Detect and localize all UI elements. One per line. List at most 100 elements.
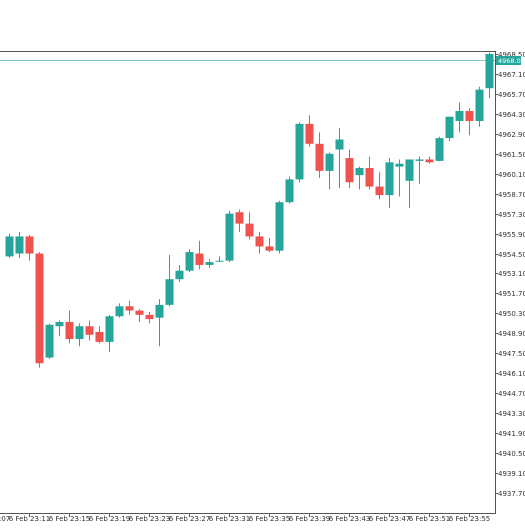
price-tick-label: 4940.50 xyxy=(498,450,525,458)
candle xyxy=(375,172,384,200)
candle xyxy=(445,116,454,141)
time-tick-label: 6 Feb 23:55 xyxy=(449,515,490,523)
candle-body xyxy=(355,168,364,176)
candle xyxy=(175,264,184,283)
candle xyxy=(425,156,434,164)
candle-body xyxy=(95,331,104,342)
current-price-label-box xyxy=(496,56,521,65)
candle-body xyxy=(415,159,424,161)
price-tick-label: 4943.30 xyxy=(498,410,525,418)
candle-body xyxy=(375,186,384,196)
candle-body xyxy=(85,326,94,335)
candle xyxy=(265,237,274,253)
candle xyxy=(365,156,374,190)
candle-body xyxy=(465,111,474,121)
candle-body xyxy=(205,262,214,265)
candle xyxy=(195,240,204,270)
time-tick-label: 6 Feb 23:11 xyxy=(9,515,50,523)
candle-body xyxy=(145,314,154,320)
candle-body xyxy=(195,253,204,265)
candle xyxy=(295,122,304,183)
candle xyxy=(75,323,84,347)
candle-body xyxy=(425,159,434,163)
candle-body xyxy=(295,123,304,180)
price-tick-label: 4953.10 xyxy=(498,270,525,278)
price-tick-label: 4939.10 xyxy=(498,470,525,478)
price-tick-label: 4957.30 xyxy=(498,211,525,219)
candle xyxy=(385,158,394,208)
candle xyxy=(255,232,264,254)
candle xyxy=(125,300,134,315)
candle xyxy=(15,232,24,258)
price-tick-label: 4962.90 xyxy=(498,131,525,139)
candle xyxy=(275,200,284,254)
candles-group xyxy=(5,52,494,368)
candle xyxy=(305,115,314,147)
candle-body xyxy=(345,158,354,183)
time-tick-label: 6 Feb 23:43 xyxy=(329,515,370,523)
candle xyxy=(285,176,294,204)
candle xyxy=(405,159,414,208)
candle xyxy=(395,159,404,197)
candle-body xyxy=(335,139,344,150)
candle xyxy=(225,210,234,263)
time-axis-ticks: 6 Feb 23:076 Feb 23:116 Feb 23:156 Feb 2… xyxy=(0,513,490,523)
candle-body xyxy=(15,236,24,254)
candle-body xyxy=(385,162,394,196)
candle-body xyxy=(185,252,194,271)
candle-body xyxy=(485,54,494,89)
candle xyxy=(25,235,34,261)
price-tick-label: 4950.30 xyxy=(498,310,525,318)
time-tick-label: 6 Feb 23:23 xyxy=(129,515,170,523)
candle xyxy=(415,156,424,184)
candle xyxy=(325,152,334,190)
candle-body xyxy=(395,163,404,167)
candle xyxy=(345,149,354,188)
candle xyxy=(205,259,214,268)
candle xyxy=(85,320,94,341)
candle xyxy=(65,310,74,344)
candle-body xyxy=(315,143,324,171)
candle-body xyxy=(255,236,264,247)
candle xyxy=(335,128,344,188)
candle xyxy=(235,209,244,233)
candle xyxy=(145,311,154,324)
time-tick-label: 6 Feb 23:51 xyxy=(409,515,450,523)
price-tick-label: 4965.70 xyxy=(498,91,525,99)
candle xyxy=(355,166,364,190)
candle-body xyxy=(405,159,414,181)
time-tick-label: 6 Feb 23:31 xyxy=(209,515,250,523)
candle xyxy=(35,252,44,368)
candle xyxy=(45,323,54,360)
candle-body xyxy=(105,316,114,342)
candle-body xyxy=(115,306,124,317)
price-tick-label: 4946.10 xyxy=(498,370,525,378)
candle-body xyxy=(475,89,484,121)
candle-body xyxy=(55,321,64,327)
price-tick-label: 4961.50 xyxy=(498,151,525,159)
price-tick-label: 4968.50 xyxy=(498,51,525,59)
candle-body xyxy=(445,116,454,139)
candle-body xyxy=(275,202,284,251)
price-tick-label: 4937.70 xyxy=(498,490,525,498)
price-tick-label: 4958.70 xyxy=(498,191,525,199)
time-tick-label: 6 Feb 23:39 xyxy=(289,515,330,523)
candle-body xyxy=(285,179,294,203)
price-tick-label: 4960.10 xyxy=(498,171,525,179)
candle xyxy=(465,108,474,136)
price-tick-label: 4947.50 xyxy=(498,350,525,358)
candle-body xyxy=(225,213,234,261)
time-tick-label: 6 Feb 23:35 xyxy=(249,515,290,523)
candle-body xyxy=(175,270,184,280)
candle xyxy=(245,212,254,240)
time-tick-label: 6 Feb 23:19 xyxy=(89,515,130,523)
candle-body xyxy=(75,326,84,340)
candle-body xyxy=(125,306,134,311)
candle-body xyxy=(305,123,314,144)
candle-body xyxy=(265,246,274,251)
candle xyxy=(485,52,494,99)
price-tick-label: 4954.50 xyxy=(498,251,525,259)
candle-body xyxy=(25,236,34,254)
